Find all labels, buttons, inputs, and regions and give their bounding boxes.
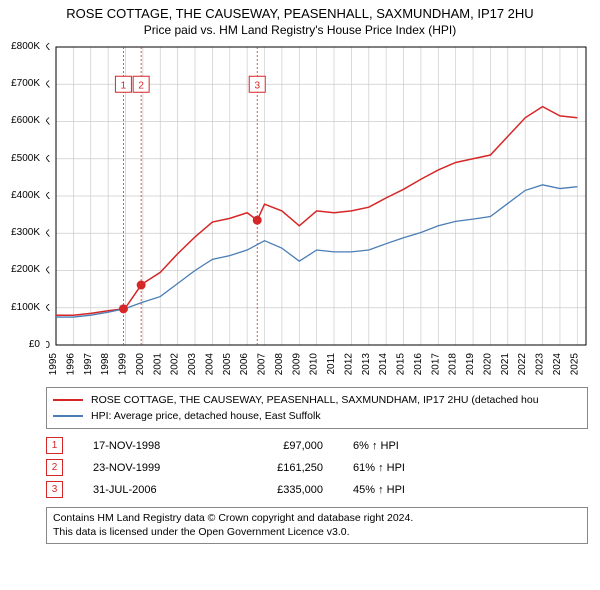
chart-svg: £0 £100K £200K £300K £400K £500K £600K £700K £80… — [46, 41, 590, 381]
marker-row: 2 23-NOV-1999 £161,250 61% ↑ HPI — [46, 457, 588, 479]
chart-title: ROSE COTTAGE, THE CAUSEWAY, PEASENHALL, … — [0, 0, 600, 23]
marker-date: 23-NOV-1999 — [93, 462, 223, 474]
y-tick-label: £200K — [0, 264, 40, 275]
marker-pct: 61% ↑ HPI — [353, 462, 473, 474]
legend-label: HPI: Average price, detached house, East… — [91, 410, 321, 422]
svg-text:2021: 2021 — [500, 352, 511, 375]
svg-text:2012: 2012 — [343, 352, 354, 375]
svg-text:2006: 2006 — [239, 352, 250, 375]
y-tick-label: £800K — [0, 41, 40, 52]
svg-text:1997: 1997 — [83, 352, 94, 375]
svg-text:2008: 2008 — [274, 352, 285, 375]
svg-text:3: 3 — [254, 80, 260, 91]
marker-price: £161,250 — [223, 462, 353, 474]
svg-text:2011: 2011 — [326, 352, 337, 374]
y-tick-label: £400K — [0, 190, 40, 201]
y-tick-label: £100K — [0, 302, 40, 313]
svg-text:2025: 2025 — [569, 352, 580, 375]
legend-row: ROSE COTTAGE, THE CAUSEWAY, PEASENHALL, … — [53, 392, 581, 408]
footer-line2: This data is licensed under the Open Gov… — [53, 526, 581, 540]
svg-text:2004: 2004 — [204, 352, 215, 375]
marker-row: 3 31-JUL-2006 £335,000 45% ↑ HPI — [46, 479, 588, 501]
chart-subtitle: Price paid vs. HM Land Registry's House … — [0, 23, 600, 41]
svg-text:2018: 2018 — [448, 352, 459, 375]
y-tick-label: £500K — [0, 153, 40, 164]
svg-text:2019: 2019 — [465, 352, 476, 375]
svg-text:2022: 2022 — [517, 352, 528, 375]
svg-text:£300K: £300K — [46, 228, 50, 239]
marker-pct: 6% ↑ HPI — [353, 440, 473, 452]
svg-text:2: 2 — [138, 80, 144, 91]
marker-id-box: 1 — [46, 437, 63, 454]
svg-text:2016: 2016 — [413, 352, 424, 375]
footer-line1: Contains HM Land Registry data © Crown c… — [53, 512, 581, 526]
svg-text:2002: 2002 — [170, 352, 181, 375]
y-tick-label: £300K — [0, 227, 40, 238]
svg-text:£500K: £500K — [46, 154, 50, 165]
svg-text:2000: 2000 — [135, 352, 146, 375]
svg-text:2014: 2014 — [378, 352, 389, 375]
chart-container: ROSE COTTAGE, THE CAUSEWAY, PEASENHALL, … — [0, 0, 600, 590]
svg-text:£0: £0 — [46, 340, 50, 351]
marker-pct: 45% ↑ HPI — [353, 484, 473, 496]
y-tick-label: £700K — [0, 78, 40, 89]
marker-table: 1 17-NOV-1998 £97,000 6% ↑ HPI2 23-NOV-1… — [46, 435, 588, 501]
svg-text:2007: 2007 — [257, 352, 268, 375]
marker-id-box: 3 — [46, 481, 63, 498]
y-tick-label: £600K — [0, 115, 40, 126]
svg-text:2003: 2003 — [187, 352, 198, 375]
legend-row: HPI: Average price, detached house, East… — [53, 408, 581, 424]
svg-text:£400K: £400K — [46, 191, 50, 202]
marker-date: 31-JUL-2006 — [93, 484, 223, 496]
svg-text:2017: 2017 — [430, 352, 441, 375]
svg-text:2009: 2009 — [291, 352, 302, 375]
legend-swatch — [53, 399, 83, 401]
svg-text:£700K: £700K — [46, 79, 50, 90]
svg-text:£600K: £600K — [46, 116, 50, 127]
svg-text:1995: 1995 — [48, 352, 59, 375]
svg-text:1999: 1999 — [118, 352, 129, 375]
svg-text:2015: 2015 — [396, 352, 407, 375]
svg-text:2020: 2020 — [482, 352, 493, 375]
chart-area: £0 £100K £200K £300K £400K £500K £600K £700K £80… — [46, 41, 590, 381]
legend-label: ROSE COTTAGE, THE CAUSEWAY, PEASENHALL, … — [91, 394, 539, 406]
svg-text:£100K: £100K — [46, 303, 50, 314]
footer: Contains HM Land Registry data © Crown c… — [46, 507, 588, 544]
svg-text:2001: 2001 — [152, 352, 163, 375]
svg-text:1996: 1996 — [65, 352, 76, 375]
marker-row: 1 17-NOV-1998 £97,000 6% ↑ HPI — [46, 435, 588, 457]
marker-id-box: 2 — [46, 459, 63, 476]
svg-text:2013: 2013 — [361, 352, 372, 375]
svg-text:2024: 2024 — [552, 352, 563, 375]
svg-text:1998: 1998 — [100, 352, 111, 375]
svg-text:2010: 2010 — [309, 352, 320, 375]
y-tick-label: £0 — [0, 339, 40, 350]
svg-text:2005: 2005 — [222, 352, 233, 375]
marker-price: £97,000 — [223, 440, 353, 452]
svg-text:£200K: £200K — [46, 265, 50, 276]
marker-price: £335,000 — [223, 484, 353, 496]
svg-text:1: 1 — [121, 80, 127, 91]
legend-swatch — [53, 415, 83, 417]
legend: ROSE COTTAGE, THE CAUSEWAY, PEASENHALL, … — [46, 387, 588, 429]
svg-text:£800K: £800K — [46, 42, 50, 53]
svg-text:2023: 2023 — [535, 352, 546, 375]
marker-date: 17-NOV-1998 — [93, 440, 223, 452]
